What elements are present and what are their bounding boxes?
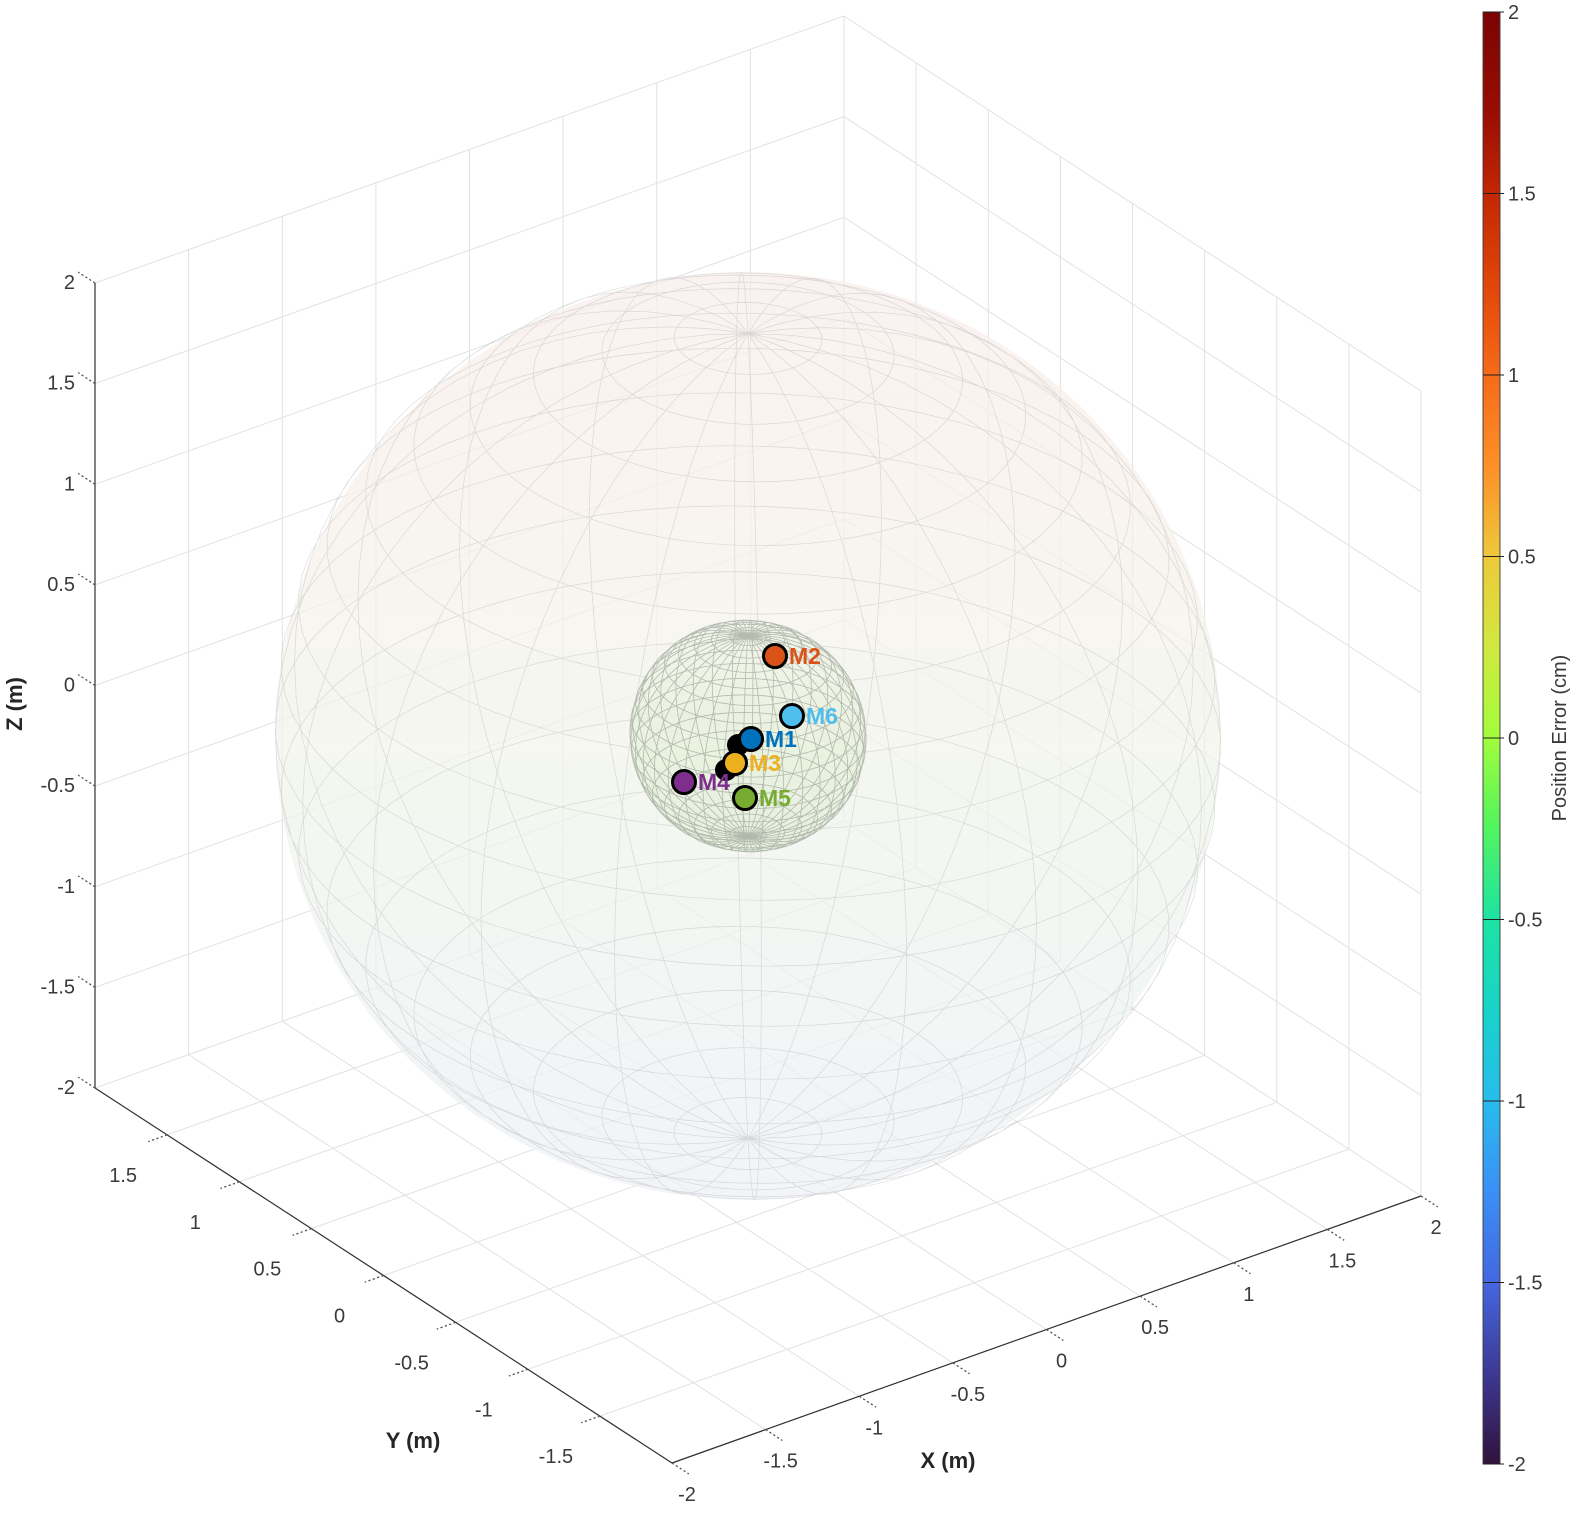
z-tick-label: -2 — [57, 1077, 75, 1099]
marker-label-M1: M1 — [765, 726, 797, 752]
x-tick-label: -1.5 — [763, 1451, 797, 1473]
colorbar: 2 1.5 1 0.5 0 -0.5 -1 -1.5 -2 Position Error (cm) — [1482, 2, 1571, 1476]
marker-label-M2: M2 — [789, 643, 821, 669]
y-tick — [580, 1415, 601, 1424]
x-axis-label: X (m) — [921, 1448, 976, 1473]
y-tick-label: -0.5 — [394, 1352, 428, 1374]
axis-tick-labels: 2 1.5 1 0.5 0 -0.5 -1 -1.5 -2 -2 -1.5 -1 -0.5 0 0.5 1 1.… — [41, 272, 1442, 1506]
z-tick — [77, 875, 96, 888]
x-tick-label: 0.5 — [1141, 1317, 1169, 1339]
colorbar-tick-label: 1.5 — [1508, 184, 1536, 206]
z-tick-label: -0.5 — [41, 775, 75, 797]
z-tick — [77, 1076, 96, 1089]
x-tick — [1139, 1295, 1158, 1308]
z-tick-label: 0 — [64, 675, 75, 697]
z-tick — [77, 774, 96, 787]
marker-label-M3: M3 — [749, 750, 781, 776]
outer-wireframe-sphere-mesh — [275, 271, 1221, 1201]
y-tick — [220, 1181, 240, 1190]
z-tick — [77, 271, 96, 284]
inner-wireframe-sphere-mesh — [629, 619, 867, 853]
z-tick-label: 2 — [64, 272, 75, 294]
x-tick — [671, 1462, 690, 1475]
colorbar-axis-label: Position Error (cm) — [1549, 655, 1571, 822]
colorbar-tick-label: 0 — [1508, 728, 1519, 750]
z-tick-label: 1.5 — [47, 373, 75, 395]
colorbar-tick-label: 0.5 — [1508, 547, 1536, 569]
y-tick — [508, 1368, 529, 1377]
colorbar-tick-label: 2 — [1508, 2, 1519, 24]
x-tick — [952, 1362, 971, 1375]
marker-label-M4: M4 — [698, 769, 730, 795]
colorbar-tick-label: 1 — [1508, 365, 1519, 387]
z-tick — [77, 573, 96, 586]
x-tick-label: 1 — [1243, 1284, 1254, 1306]
y-tick-label: 1 — [190, 1212, 201, 1234]
x-tick-label: -0.5 — [951, 1384, 985, 1406]
marker-M1 — [738, 726, 764, 752]
y-tick — [148, 1134, 168, 1143]
colorbar-tick-label: -1.5 — [1508, 1273, 1542, 1295]
colorbar-tick-label: -0.5 — [1508, 910, 1542, 932]
y-tick-label: 0.5 — [253, 1259, 281, 1281]
x-tick-label: -1 — [865, 1417, 883, 1439]
y-tick-label: 1.5 — [109, 1165, 137, 1187]
x-tick — [1327, 1228, 1345, 1241]
x-tick — [765, 1429, 783, 1442]
z-tick — [77, 975, 96, 988]
marker-label-M6: M6 — [806, 703, 838, 729]
z-tick-label: -1 — [57, 876, 75, 898]
y-tick — [364, 1274, 384, 1283]
x-tick-label: -2 — [678, 1484, 696, 1506]
colorbar-tick-label: -2 — [1508, 1454, 1526, 1476]
colorbar-tick-label: -1 — [1508, 1091, 1526, 1113]
x-tick-label: 1.5 — [1328, 1250, 1356, 1272]
x-tick — [1420, 1195, 1439, 1208]
y-tick-label: -1 — [475, 1399, 493, 1421]
y-tick-label: -1.5 — [539, 1446, 573, 1468]
axis-labels: Z (m) Y (m) X (m) — [2, 677, 976, 1473]
marker-M6 — [779, 703, 805, 729]
y-tick — [292, 1227, 312, 1236]
x-tick-label: 2 — [1430, 1217, 1441, 1239]
marker-M3 — [722, 750, 748, 776]
z-tick — [77, 372, 96, 385]
axis-ticks — [77, 271, 1439, 1475]
x-tick — [1233, 1262, 1251, 1275]
y-tick — [436, 1321, 456, 1330]
marker-M4 — [671, 769, 697, 795]
y-axis-label: Y (m) — [386, 1428, 441, 1453]
marker-label-M5: M5 — [759, 785, 791, 811]
markers: M1 M2 M3 M4 M5 M6 — [671, 643, 838, 811]
z-tick — [77, 472, 96, 485]
x-tick-label: 0 — [1056, 1351, 1067, 1373]
z-tick — [77, 674, 96, 687]
marker-M2 — [762, 643, 788, 669]
x-tick — [858, 1395, 877, 1408]
z-tick-label: -1.5 — [41, 976, 75, 998]
z-axis-label: Z (m) — [2, 677, 27, 731]
x-tick — [1046, 1328, 1064, 1341]
y-tick-label: 0 — [334, 1306, 345, 1328]
z-tick-label: 0.5 — [47, 574, 75, 596]
z-tick-label: 1 — [64, 473, 75, 495]
marker-M5 — [732, 785, 758, 811]
